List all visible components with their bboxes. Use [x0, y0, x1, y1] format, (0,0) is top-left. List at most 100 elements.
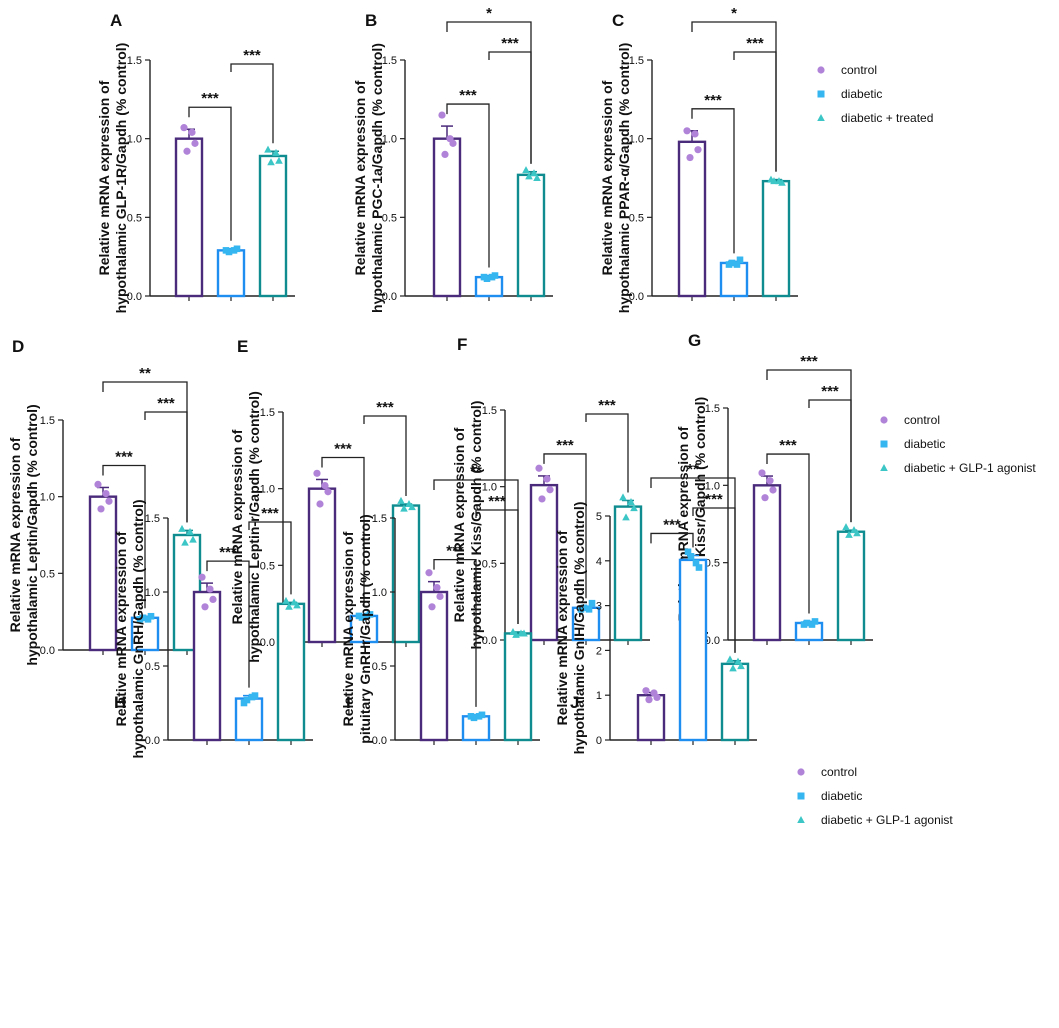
significance-label: *** [157, 395, 175, 412]
significance-bracket [733, 51, 777, 172]
data-point [189, 535, 197, 543]
panel-label: J [570, 693, 579, 712]
legend-label: diabetic + GLP-1 agonist [904, 461, 1036, 475]
y-axis-label-line: Relative mRNA expression of [554, 530, 570, 725]
y-tick-label: 1.5 [482, 405, 497, 417]
y-axis-label-line: hypothalamic Kiss/Gapdh (% control) [468, 401, 484, 650]
legend-label: diabetic [904, 437, 945, 451]
y-tick-label: 0.0 [260, 637, 275, 649]
data-point [488, 273, 496, 281]
data-point [313, 469, 321, 477]
data-point [470, 714, 478, 722]
bar [258, 154, 288, 298]
legend-3: control diabetic diabetic + GLP-1 agonist [797, 765, 953, 827]
y-tick-label: 1.0 [705, 480, 720, 492]
data-point [186, 527, 194, 535]
y-tick-label: 0.5 [482, 558, 497, 570]
y-axis-label: Relative mRNA expression ofhypothalamic … [113, 499, 146, 758]
data-point [585, 606, 593, 613]
significance-bracket [446, 21, 532, 164]
y-axis-label-line: hypothalamic PGC-1a/Gapdh (% control) [369, 43, 385, 313]
y-axis-label-line: Relative mRNA expression of [352, 80, 368, 275]
y-tick-label: 0.5 [40, 568, 55, 580]
y-axis-label-line: hypothalamic PPAR-α/Gapdh (% control) [616, 43, 632, 313]
y-tick-label: 0.0 [382, 291, 397, 303]
legend-label: diabetic + GLP-1 agonist [821, 813, 953, 827]
data-point [321, 482, 329, 490]
data-point [729, 664, 737, 672]
significance-bracket [363, 415, 407, 496]
significance-label: ** [139, 365, 151, 382]
y-axis-label: Relative mRNA expression ofhypothalamic … [96, 43, 129, 314]
data-point [183, 147, 191, 155]
y-tick-label: 0 [596, 735, 602, 747]
bar [419, 590, 449, 742]
panel-label: I [346, 693, 351, 712]
data-point [105, 497, 113, 505]
significance-label: *** [446, 543, 464, 560]
significance-bracket [248, 521, 292, 595]
data-point [102, 490, 110, 498]
y-axis-label: Relative mRNA expression ofhypothalamic … [451, 401, 484, 650]
y-tick-label: 0.5 [382, 212, 397, 224]
panel-j: J 0 1 2 3 4 5 Relative mRNA expression ofhypoth… [554, 461, 757, 754]
data-point [272, 148, 280, 156]
data-point [405, 500, 413, 507]
y-tick-label: 0.5 [705, 558, 720, 570]
bar [192, 590, 222, 742]
data-point [525, 172, 533, 180]
y-tick-label: 1.5 [145, 513, 160, 525]
significance-bracket [766, 453, 810, 614]
significance-bracket [433, 479, 519, 624]
legend-marker-control [817, 66, 825, 74]
data-point [726, 655, 734, 663]
data-point [433, 583, 441, 592]
data-point [285, 602, 293, 610]
significance-label: *** [705, 491, 723, 508]
y-tick-label: 1 [596, 690, 602, 702]
data-point [316, 500, 324, 508]
y-tick-label: 3 [596, 601, 602, 613]
y-tick-label: 1.0 [260, 484, 275, 496]
data-point [363, 612, 371, 620]
data-point [483, 275, 491, 282]
bar [529, 483, 559, 642]
legend-label: diabetic [821, 789, 862, 803]
y-axis-label-line: hypothalamic GnIH/Gapdh (% control) [571, 502, 587, 755]
significance-bracket [691, 21, 777, 172]
significance-label: *** [598, 397, 616, 414]
y-axis-label-line: hypothalamic GLP-1R/Gapdh (% control) [113, 43, 129, 314]
y-tick-label: 1.0 [40, 492, 55, 504]
legend-label: control [821, 765, 857, 779]
significance-bracket [321, 456, 365, 607]
data-point [201, 603, 209, 611]
data-point [543, 475, 551, 483]
data-point [538, 495, 546, 503]
data-point [692, 559, 700, 567]
data-point [622, 513, 630, 521]
significance-label: *** [115, 448, 133, 465]
data-point [733, 261, 741, 268]
data-point [645, 696, 653, 704]
y-tick-label: 0.5 [127, 212, 142, 224]
data-point [642, 687, 650, 695]
y-axis-label: Relative mRNA expression ofpituitary GnR… [340, 514, 373, 743]
data-point [734, 657, 742, 665]
significance-bracket [144, 411, 188, 523]
data-point [191, 139, 199, 147]
panel-label: H [114, 693, 126, 712]
significance-label: *** [501, 35, 519, 52]
y-tick-label: 2 [596, 645, 602, 657]
significance-label: *** [556, 437, 574, 454]
data-point [438, 111, 446, 119]
data-point [97, 505, 105, 513]
data-point [546, 486, 554, 494]
data-point [684, 548, 692, 556]
y-axis-label-line: hypothalamic Leptin/Gapdh (% control) [24, 404, 40, 665]
legend-marker-treated [880, 464, 888, 471]
significance-bracket [188, 106, 232, 241]
y-axis-label-line: Relative mRNA expression of [599, 80, 615, 275]
